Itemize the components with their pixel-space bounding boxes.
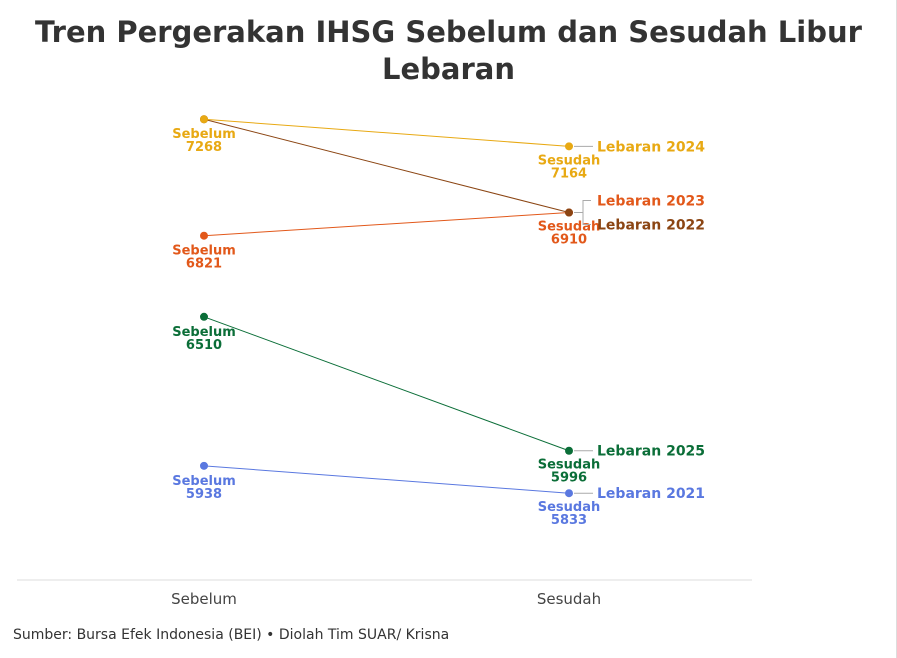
point-label-category: Sebelum bbox=[172, 244, 236, 259]
x-tick-label: Sesudah bbox=[537, 590, 601, 608]
series-line bbox=[203, 118, 570, 214]
point-label-category: Sebelum bbox=[172, 474, 236, 489]
point-value-label: 6510 bbox=[186, 338, 222, 353]
series-label: Lebaran 2025 bbox=[597, 444, 705, 460]
series-line bbox=[203, 212, 570, 237]
point-value-label: 6910 bbox=[551, 233, 587, 248]
data-point bbox=[200, 231, 208, 240]
point-value-label: 7164 bbox=[551, 166, 587, 181]
series-line bbox=[203, 118, 570, 147]
label-connector bbox=[574, 200, 591, 214]
data-point bbox=[200, 115, 208, 124]
point-label-category: Sesudah bbox=[538, 458, 601, 473]
point-label-category: Sesudah bbox=[538, 220, 601, 235]
point-label-category: Sebelum bbox=[172, 127, 236, 142]
series-line bbox=[203, 316, 570, 452]
series-label: Lebaran 2023 bbox=[597, 194, 705, 210]
series-label: Lebaran 2022 bbox=[597, 218, 705, 234]
point-label-category: Sebelum bbox=[172, 325, 236, 340]
data-point bbox=[565, 489, 573, 498]
data-point bbox=[565, 142, 573, 151]
series-label: Lebaran 2024 bbox=[597, 139, 705, 155]
source-note: Sumber: Bursa Efek Indonesia (BEI) • Dio… bbox=[13, 627, 450, 643]
series-line bbox=[203, 465, 570, 494]
data-point bbox=[565, 446, 573, 455]
point-label-category: Sesudah bbox=[538, 500, 601, 515]
data-point bbox=[200, 461, 208, 470]
data-point bbox=[200, 312, 208, 321]
point-value-label: 5996 bbox=[551, 471, 587, 486]
x-tick-label: Sebelum bbox=[171, 590, 237, 608]
point-value-label: 7268 bbox=[186, 140, 222, 155]
point-value-label: 5833 bbox=[551, 513, 587, 528]
point-value-label: 6821 bbox=[186, 257, 222, 272]
chart-title: Tren Pergerakan IHSG Sebelum dan Sesudah… bbox=[35, 15, 862, 86]
point-value-label: 5938 bbox=[186, 487, 222, 502]
series-label: Lebaran 2021 bbox=[597, 486, 705, 502]
data-point bbox=[565, 208, 573, 217]
point-label-category: Sesudah bbox=[538, 153, 601, 168]
